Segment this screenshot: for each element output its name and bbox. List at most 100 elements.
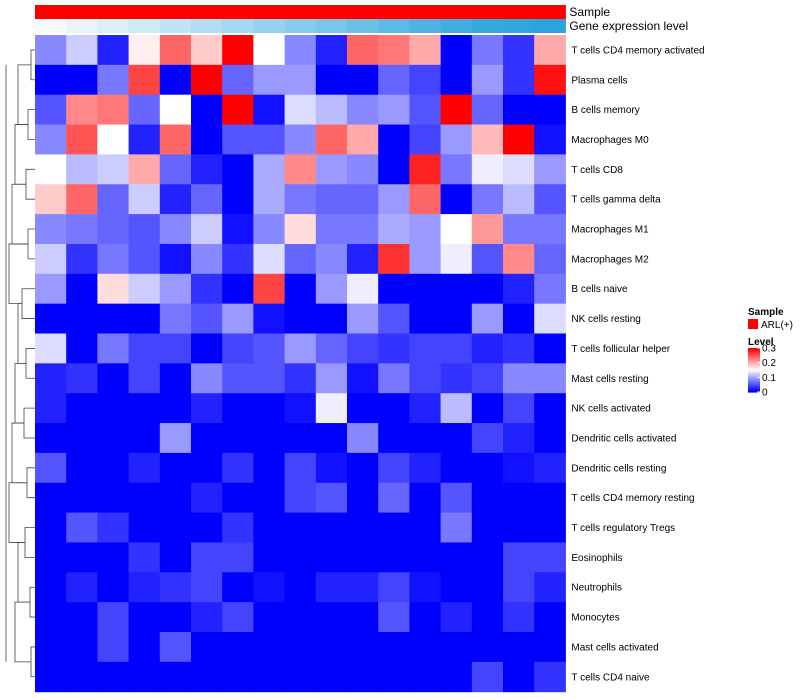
heatmap-cell bbox=[503, 512, 535, 543]
heatmap-cell bbox=[440, 243, 473, 275]
heatmap-cell bbox=[253, 363, 286, 394]
heatmap-cell bbox=[315, 423, 348, 454]
legend-gradient-step bbox=[748, 389, 760, 392]
heatmap-cell bbox=[347, 243, 379, 275]
heatmap-cell bbox=[35, 512, 67, 543]
heatmap-cell bbox=[284, 363, 317, 394]
heatmap-cell bbox=[284, 35, 317, 66]
heatmap-cell bbox=[97, 35, 130, 66]
heatmap-cell bbox=[191, 124, 223, 155]
dendrogram-branch bbox=[25, 348, 35, 379]
heatmap-cell bbox=[503, 214, 535, 245]
heatmap-cell bbox=[440, 482, 473, 514]
heatmap-cell bbox=[66, 661, 98, 693]
heatmap-cell bbox=[378, 452, 410, 484]
heatmap-cell bbox=[222, 602, 254, 633]
heatmap-cell bbox=[378, 243, 410, 275]
heatmap-cell bbox=[159, 303, 192, 334]
heatmap-cell bbox=[284, 572, 317, 603]
row-label: Macrophages M2 bbox=[571, 254, 649, 265]
heatmap-cell bbox=[440, 363, 473, 394]
row-label: NK cells resting bbox=[571, 314, 640, 325]
heatmap-cell bbox=[128, 572, 161, 603]
heatmap-cell bbox=[378, 542, 410, 573]
heatmap-cell bbox=[35, 632, 67, 663]
heatmap-cell bbox=[503, 154, 535, 185]
heatmap-cell bbox=[503, 184, 535, 215]
heatmap-cell bbox=[253, 273, 286, 305]
heatmap-cell bbox=[534, 124, 566, 155]
heatmap-cell bbox=[534, 452, 566, 484]
legend-tick-label: 0.2 bbox=[762, 358, 776, 369]
row-label: Macrophages M0 bbox=[571, 135, 649, 146]
heatmap-cell bbox=[159, 363, 192, 394]
dendrogram-branch bbox=[23, 407, 35, 439]
heatmap-cell bbox=[440, 64, 473, 96]
heatmap-cell bbox=[471, 452, 504, 484]
heatmap-cell bbox=[284, 154, 317, 185]
annotation-cell bbox=[253, 5, 286, 19]
row-label: T cells follicular helper bbox=[571, 344, 670, 355]
heatmap-cell bbox=[128, 124, 161, 155]
heatmap-cell bbox=[66, 333, 98, 364]
heatmap-cell bbox=[66, 64, 98, 96]
heatmap-cell bbox=[503, 243, 535, 275]
heatmap-cell bbox=[128, 423, 161, 454]
heatmap-cell bbox=[35, 572, 67, 603]
heatmap-cell bbox=[347, 94, 379, 126]
heatmap-cell bbox=[97, 214, 130, 245]
annotation-cell bbox=[128, 19, 161, 33]
heatmap-cell bbox=[347, 542, 379, 573]
heatmap-cell bbox=[128, 602, 161, 633]
annotation-cell bbox=[347, 5, 379, 19]
heatmap-cell bbox=[97, 661, 130, 693]
legend-gradient-step bbox=[748, 359, 760, 362]
heatmap-cells bbox=[35, 35, 566, 693]
heatmap-cell bbox=[128, 214, 161, 245]
heatmap-cell bbox=[128, 542, 161, 573]
heatmap-cell bbox=[128, 632, 161, 663]
heatmap-cell bbox=[534, 423, 566, 454]
heatmap-cell bbox=[534, 154, 566, 185]
heatmap-cell bbox=[35, 303, 67, 334]
heatmap-cell bbox=[440, 303, 473, 334]
heatmap-cell bbox=[128, 273, 161, 305]
heatmap-cell bbox=[471, 632, 504, 663]
heatmap-cell bbox=[191, 184, 223, 215]
heatmap-cell bbox=[66, 572, 98, 603]
heatmap-cell bbox=[440, 661, 473, 693]
heatmap-cell bbox=[315, 214, 348, 245]
heatmap-cell bbox=[284, 124, 317, 155]
heatmap-cell bbox=[35, 64, 67, 96]
row-label: Macrophages M1 bbox=[571, 225, 649, 236]
heatmap-cell bbox=[35, 482, 67, 514]
heatmap-cell bbox=[471, 482, 504, 514]
heatmap-cell bbox=[534, 243, 566, 275]
heatmap-cell bbox=[315, 363, 348, 394]
annotation-cell bbox=[503, 19, 535, 33]
heatmap-cell bbox=[471, 124, 504, 155]
row-label: T cells gamma delta bbox=[571, 195, 661, 206]
row-label: B cells naive bbox=[571, 284, 628, 295]
heatmap-cell bbox=[191, 482, 223, 514]
legend-gradient-step bbox=[748, 367, 760, 370]
heatmap-cell bbox=[97, 363, 130, 394]
row-label: Neutrophils bbox=[571, 583, 622, 594]
heatmap-cell bbox=[191, 393, 223, 424]
heatmap-cell bbox=[191, 243, 223, 275]
heatmap-cell bbox=[378, 94, 410, 126]
heatmap-cell bbox=[471, 572, 504, 603]
heatmap-cell bbox=[191, 333, 223, 364]
heatmap-cell bbox=[378, 632, 410, 663]
legend-gradient-step bbox=[748, 378, 760, 381]
heatmap-cell bbox=[534, 333, 566, 364]
heatmap-cell bbox=[471, 273, 504, 305]
heatmap-cell bbox=[347, 35, 379, 66]
heatmap-cell bbox=[66, 184, 98, 215]
heatmap-cell bbox=[191, 661, 223, 693]
heatmap-cell bbox=[471, 303, 504, 334]
heatmap-cell bbox=[35, 154, 67, 185]
heatmap-cell bbox=[503, 124, 535, 155]
heatmap-cell bbox=[222, 124, 254, 155]
heatmap-cell bbox=[97, 64, 130, 96]
